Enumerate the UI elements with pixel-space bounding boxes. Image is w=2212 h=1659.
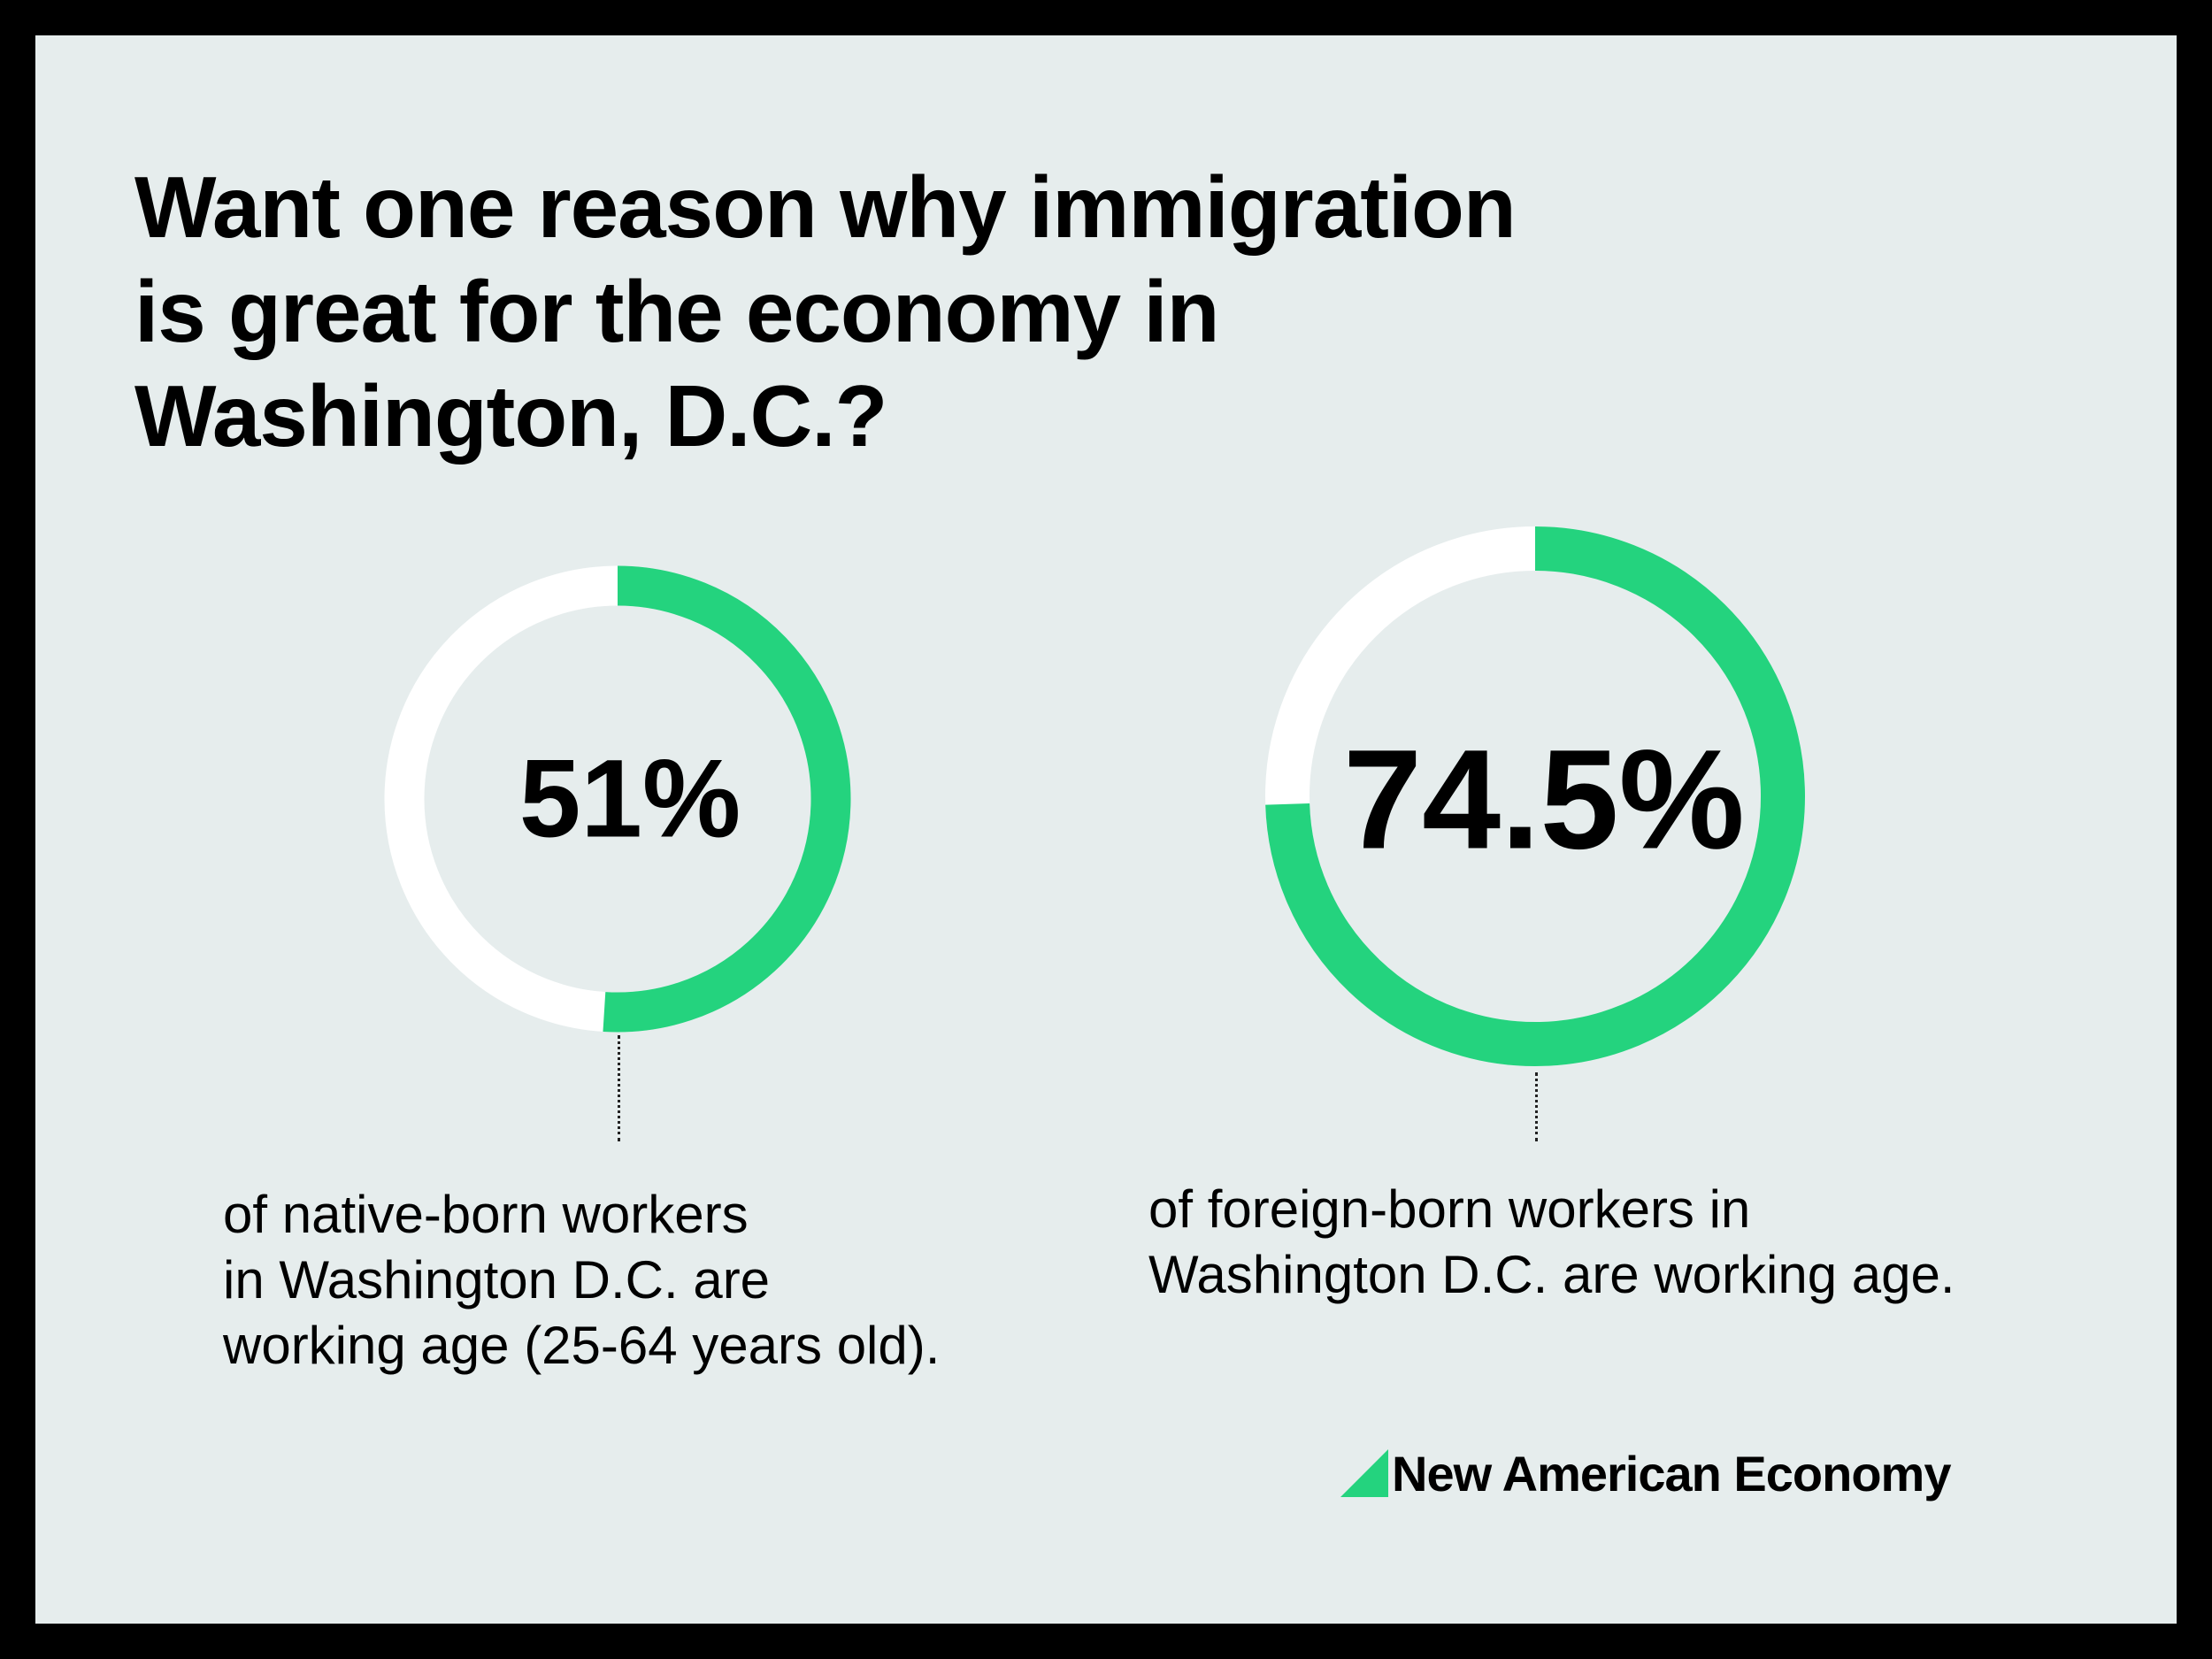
headline-line-3: Washington, D.C.?	[134, 367, 887, 465]
headline-line-2: is great for the economy in	[134, 263, 1219, 360]
donut-native-born-label: 51%	[519, 738, 741, 861]
donut-native-born: 51%	[384, 565, 851, 1033]
caption-native-born-line-3: working age (25-64 years old).	[223, 1316, 941, 1375]
donut-foreign-born-value-arc	[1265, 526, 1805, 1066]
headline-line-1: Want one reason why immigration	[134, 158, 1517, 256]
caption-foreign-born-line-1: of foreign-born workers in	[1148, 1179, 1751, 1239]
leader-line-native-born	[618, 1035, 620, 1141]
green-triangle-logo-icon	[1340, 1449, 1388, 1497]
leader-line-foreign-born	[1535, 1072, 1538, 1141]
brand-name: New American Economy	[1392, 1445, 1951, 1502]
donut-native-born-value-arc	[603, 565, 851, 1033]
headline: Want one reason why immigration is great…	[134, 155, 1904, 468]
caption-native-born: of native-born workers in Washington D.C…	[223, 1182, 940, 1379]
caption-foreign-born: of foreign-born workers in Washington D.…	[1148, 1177, 1955, 1308]
donut-foreign-born: 74.5%	[1265, 526, 1805, 1066]
donut-foreign-born-label: 74.5%	[1343, 720, 1745, 879]
caption-native-born-line-2: in Washington D.C. are	[223, 1250, 771, 1310]
brand-logo: New American Economy	[1340, 1442, 1951, 1504]
caption-foreign-born-line-2: Washington D.C. are working age.	[1148, 1245, 1955, 1304]
caption-native-born-line-1: of native-born workers	[223, 1185, 749, 1244]
